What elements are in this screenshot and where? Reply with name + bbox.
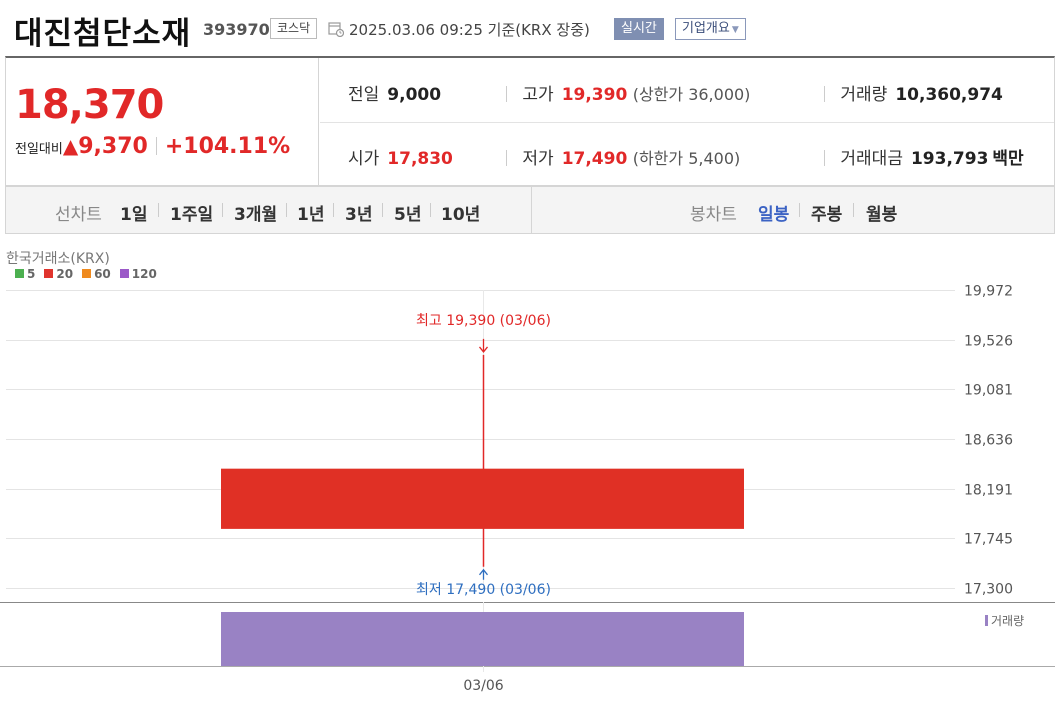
chart-tab-bar: 선차트 1일 1주일 3개월 1년 3년 5년 10년 봉차트 일봉 주봉 월봉 — [5, 186, 1055, 234]
volume-legend-label: 거래량 — [991, 614, 1024, 628]
tab-1y[interactable]: 1년 — [297, 205, 325, 225]
legend-swatch — [44, 269, 54, 278]
y-tick-label: 17,745 — [964, 532, 1013, 548]
legend-label: 120 — [131, 267, 157, 281]
divider — [430, 203, 431, 217]
stat-label: 고가 — [522, 85, 554, 105]
stat-label: 거래량 — [840, 85, 888, 105]
price-stats: 전일 9,000 고가 19,390 (상한가 36,000) 거래량 10,360,… — [320, 58, 1054, 186]
divider — [333, 203, 334, 217]
divider — [382, 203, 383, 217]
legend-label: 60 — [94, 267, 111, 281]
divider — [222, 203, 223, 217]
legend-item: 5 — [15, 267, 35, 281]
stat-label: 전일 — [348, 85, 380, 105]
stat-trade-value: 거래대금 193,793 백만 — [824, 144, 1024, 169]
current-price: 18,370 — [15, 82, 164, 128]
stat-high: 고가 19,390 (상한가 36,000) — [506, 80, 750, 105]
current-price-block: 18,370 전일대비▲9,370 +104.11% — [6, 58, 319, 186]
stock-header: 대진첨단소재 393970 코스닥 2025.03.06 09:25 기준(KR… — [0, 0, 1055, 54]
line-chart-label: 선차트 — [55, 205, 102, 225]
chevron-down-icon: ▼ — [731, 25, 739, 35]
volume-bar — [221, 612, 744, 666]
tab-1d[interactable]: 1일 — [120, 205, 148, 225]
divider — [155, 137, 157, 155]
change-row: 전일대비▲9,370 +104.11% — [15, 134, 290, 159]
arrow-up-icon — [478, 568, 489, 580]
y-tick-label: 19,081 — [964, 383, 1013, 399]
change-label: 전일대비 — [15, 142, 63, 157]
realtime-button[interactable]: 실시간 — [614, 18, 664, 40]
tab-daily[interactable]: 일봉 — [758, 205, 790, 225]
y-tick-label: 18,636 — [964, 433, 1013, 449]
quote-datetime: 2025.03.06 09:25 기준(KRX 장중) — [349, 21, 590, 39]
divider — [799, 203, 800, 217]
divider — [531, 187, 532, 233]
tab-10y[interactable]: 10년 — [441, 205, 481, 225]
stat-value: 193,793 — [910, 149, 989, 169]
stat-value: 17,830 — [387, 149, 453, 169]
change-amount: 9,370 — [78, 134, 148, 159]
legend-swatch — [15, 269, 24, 278]
arrow-down-icon — [478, 338, 489, 353]
upper-limit: (상한가 36,000) — [632, 85, 751, 104]
legend-swatch — [82, 269, 92, 278]
divider — [286, 203, 287, 217]
tab-3y[interactable]: 3년 — [345, 205, 373, 225]
candle-body — [221, 468, 744, 529]
tab-weekly[interactable]: 주봉 — [811, 205, 843, 225]
tab-monthly[interactable]: 월봉 — [866, 205, 898, 225]
stat-value: 10,360,974 — [895, 85, 1003, 105]
calendar-clock-icon — [328, 22, 344, 37]
up-triangle-icon: ▲ — [62, 134, 79, 158]
stat-unit: 백만 — [992, 149, 1024, 169]
stat-prev-close: 전일 9,000 — [348, 80, 441, 105]
y-tick-label: 19,526 — [964, 334, 1013, 350]
legend-item: 60 — [82, 267, 111, 281]
stat-open: 시가 17,830 — [348, 144, 453, 169]
divider — [158, 203, 159, 217]
stat-value: 19,390 — [561, 85, 628, 105]
stat-label: 시가 — [348, 149, 380, 169]
change-percent: +104.11% — [164, 134, 291, 159]
stock-name: 대진첨단소재 — [14, 16, 192, 52]
legend-label: 20 — [56, 267, 74, 281]
tab-5y[interactable]: 5년 — [394, 205, 422, 225]
company-overview-dropdown[interactable]: 기업개요 ▼ — [675, 18, 746, 40]
price-summary: 18,370 전일대비▲9,370 +104.11% 전일 9,000 고가 19,3… — [5, 56, 1055, 186]
stat-low: 저가 17,490 (하한가 5,400) — [506, 144, 740, 169]
candlestick-chart-svg: 19,972 19,526 19,081 18,636 18,191 17,745 17,3… — [0, 284, 1055, 694]
legend-item: 20 — [44, 267, 73, 281]
stat-label: 거래대금 — [840, 149, 903, 169]
high-annotation: 최고 19,390 (03/06) — [416, 313, 551, 329]
stat-label: 저가 — [522, 149, 554, 169]
candle-chart-label: 봉차트 — [690, 205, 737, 225]
legend-label: 5 — [27, 267, 36, 281]
y-tick-label: 19,972 — [964, 284, 1013, 300]
stat-volume: 거래량 10,360,974 — [824, 80, 1003, 105]
stock-code: 393970 — [203, 20, 270, 39]
moving-average-legend: 5 20 60 120 — [15, 267, 166, 281]
lower-limit: (하한가 5,400) — [632, 149, 741, 168]
volume-legend-swatch — [985, 615, 988, 626]
stat-value: 17,490 — [561, 149, 628, 169]
y-tick-label: 17,300 — [964, 582, 1013, 598]
x-tick-label: 03/06 — [463, 678, 503, 694]
company-overview-label: 기업개요 — [682, 21, 730, 36]
stat-value: 9,000 — [387, 85, 442, 105]
price-chart[interactable]: 19,972 19,526 19,081 18,636 18,191 17,745 17,3… — [0, 234, 1055, 706]
tab-1w[interactable]: 1주일 — [170, 205, 214, 225]
legend-item: 120 — [119, 267, 157, 281]
tab-3m[interactable]: 3개월 — [234, 205, 278, 225]
low-annotation: 최저 17,490 (03/06) — [416, 582, 551, 598]
y-tick-label: 18,191 — [964, 483, 1013, 499]
divider — [853, 203, 854, 217]
legend-swatch — [119, 269, 129, 278]
divider — [320, 122, 1054, 123]
market-badge: 코스닥 — [270, 18, 318, 39]
exchange-label: 한국거래소(KRX) — [6, 251, 110, 267]
